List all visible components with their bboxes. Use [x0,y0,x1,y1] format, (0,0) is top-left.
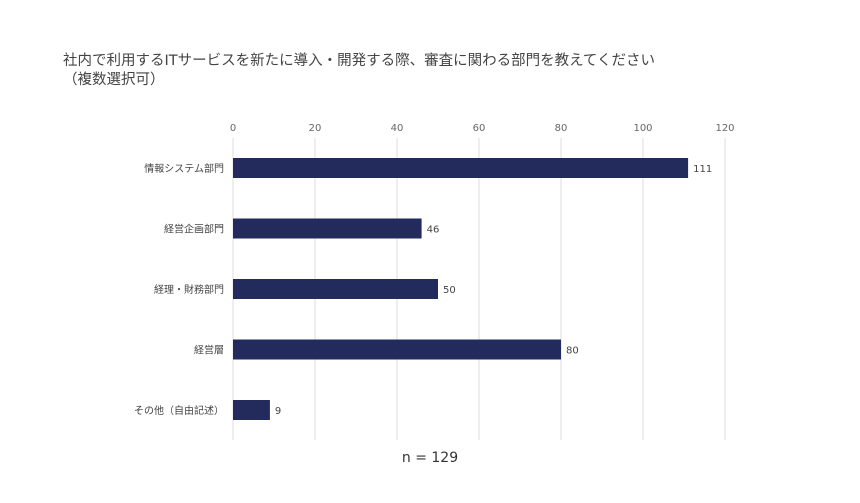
chart-title-line-1: 社内で利用するITサービスを新たに導入・開発する際、審査に関わる部門を教えてくだ… [63,53,655,69]
x-tick-label: 20 [309,123,322,134]
x-tick-label: 0 [230,123,236,134]
bar [233,218,422,239]
data-label: 111 [693,164,712,175]
bar [233,158,689,178]
x-tick-label: 40 [391,123,404,134]
category-label: 情報システム部門 [144,162,224,175]
data-label: 80 [566,346,579,357]
chart-title-line-2: （複数選択可） [63,72,165,88]
category-label: その他（自由記述） [134,404,224,417]
category-label: 経理・財務部門 [154,283,224,296]
bar [233,279,438,299]
category-label: 経営企画部門 [164,223,224,236]
data-label: 50 [443,285,456,296]
x-tick-label: 80 [555,123,568,134]
chart-title: 社内で利用するITサービスを新たに導入・開発する際、審査に関わる部門を教えてくだ… [63,52,823,90]
bar [233,400,270,420]
data-label: 9 [275,406,281,417]
data-label: 46 [427,225,440,236]
x-tick-label: 120 [715,123,734,134]
x-tick-label: 100 [633,123,652,134]
category-label: 経営層 [194,344,224,357]
sample-size-note: n = 129 [401,450,459,466]
bar [233,339,561,360]
x-tick-label: 60 [473,123,486,134]
